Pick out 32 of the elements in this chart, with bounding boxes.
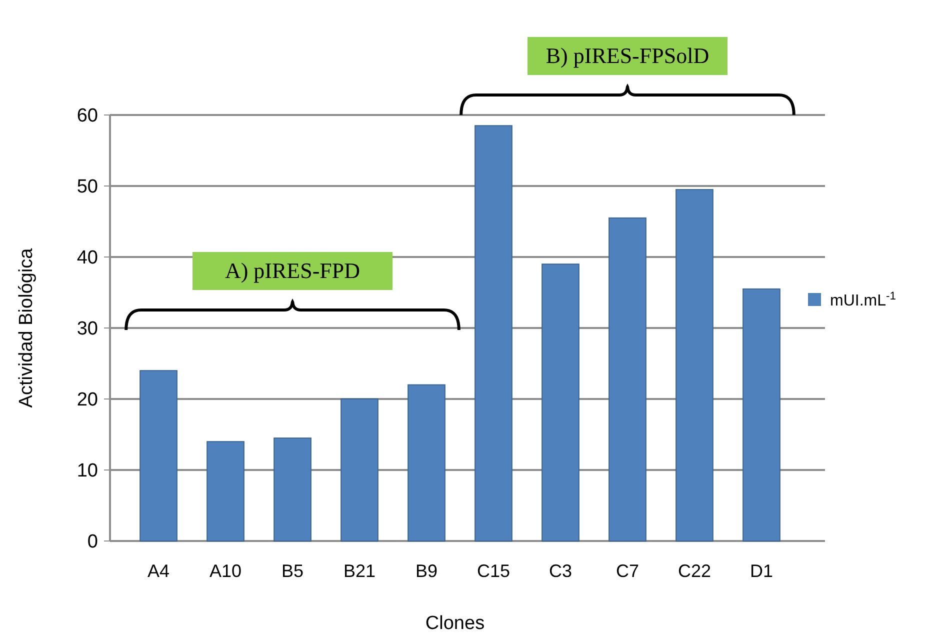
x-tick-label: C3 <box>548 561 572 581</box>
y-tick-label: 20 <box>76 390 98 411</box>
bar <box>742 288 780 542</box>
bar <box>140 370 178 542</box>
x-tick-label: C7 <box>616 561 639 581</box>
bar <box>408 384 446 542</box>
y-tick-label: 30 <box>76 318 98 340</box>
x-tick-label: C15 <box>476 561 510 581</box>
bar <box>274 438 312 542</box>
y-tick-label: 0 <box>87 532 98 553</box>
x-tick-label: B5 <box>281 561 304 581</box>
x-tick-label: C22 <box>678 561 711 581</box>
y-tick-label: 40 <box>76 248 98 269</box>
y-tick-label: 10 <box>76 460 98 482</box>
bar <box>340 398 378 542</box>
bar <box>608 217 646 542</box>
x-tick-label: B9 <box>415 561 438 581</box>
text: B) pIRES-FPSolD <box>546 43 710 68</box>
y-tick-label: 50 <box>76 176 98 198</box>
x-tick-label: A10 <box>210 561 242 581</box>
legend-label: mUI.mL$^{-1}$ <box>830 290 896 310</box>
bar <box>676 189 714 542</box>
x-tick-label: A4 <box>148 561 170 581</box>
bar <box>206 441 244 542</box>
bar <box>542 264 580 542</box>
x-axis-title: Clones <box>425 613 485 633</box>
annotation: A) pIRES-FPD <box>224 258 360 283</box>
bar <box>474 125 512 542</box>
x-tick-label: D1 <box>750 561 773 581</box>
y-tick-label: 60 <box>76 106 98 127</box>
x-tick-label: B21 <box>343 561 376 581</box>
y-axis-title: Actividad Biológica <box>16 248 37 408</box>
